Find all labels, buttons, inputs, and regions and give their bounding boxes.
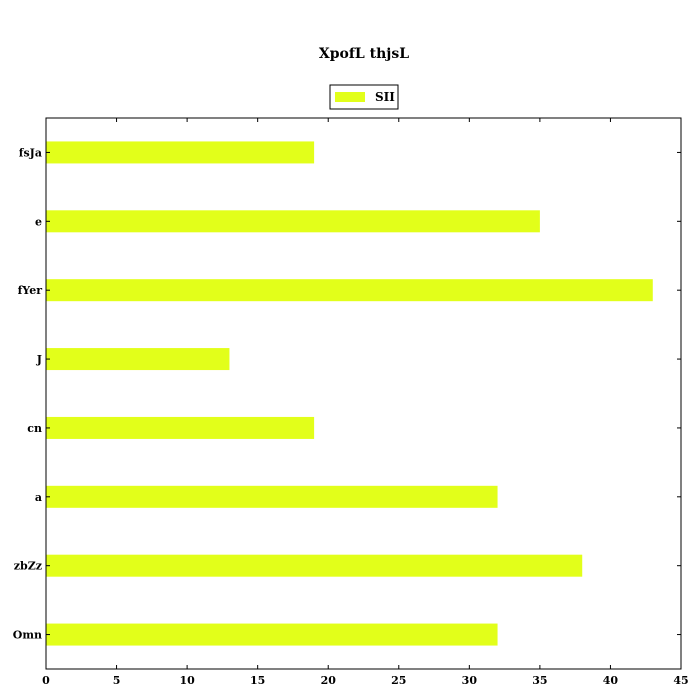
x-tick-label: 35 (532, 674, 547, 687)
x-tick-label: 10 (179, 674, 195, 687)
x-tick-label: 20 (321, 674, 337, 687)
x-tick-label: 40 (603, 674, 619, 687)
legend: SII (329, 84, 399, 110)
y-tick-label: a (35, 491, 42, 504)
bar-fYer (46, 279, 653, 302)
legend-label: SII (375, 90, 395, 104)
x-tick-label: 0 (42, 674, 50, 687)
x-tick-label: 30 (462, 674, 478, 687)
bar-a (46, 485, 498, 508)
x-tick-label: 45 (673, 674, 688, 687)
plot-frame (45, 117, 682, 670)
y-tick-label: J (36, 353, 42, 366)
bar-fsJa (46, 141, 315, 164)
y-tick-label: fYer (18, 284, 43, 297)
y-tick-label: cn (27, 422, 42, 435)
bar-Omn (46, 623, 498, 646)
x-tick-label: 5 (113, 674, 121, 687)
y-tick-label: fsJa (19, 146, 42, 159)
x-tick-label: 15 (250, 674, 265, 687)
chart-title: XpofL thjsL (319, 46, 409, 62)
legend-swatch (335, 92, 365, 102)
x-tick-label: 25 (391, 674, 406, 687)
y-tick-label: e (35, 215, 42, 228)
bars-group (46, 141, 653, 646)
bar-e (46, 210, 540, 233)
bar-J (46, 348, 230, 371)
x-ticks-group: 0 5 10 15 20 25 30 35 40 45 (42, 118, 689, 687)
y-tick-label: zbZz (14, 560, 42, 573)
bar-zbZz (46, 554, 583, 577)
bar-cn (46, 416, 315, 439)
y-tick-label: Omn (13, 629, 42, 642)
